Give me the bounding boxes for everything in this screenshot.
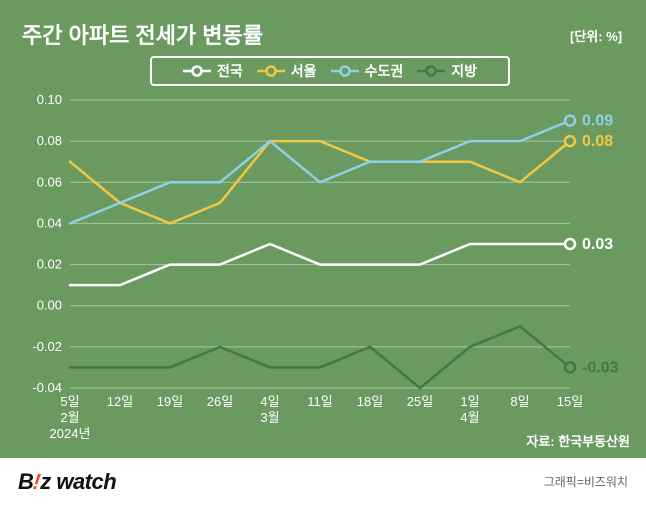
x-sub-label: 2024년 [50,426,91,441]
x-tick-label: 25일 [407,394,433,409]
graphic-credit: 그래픽=비즈워치 [544,473,628,490]
logo-part: watch [51,469,116,494]
x-tick-label: 11일 [307,394,332,409]
y-tick-label: 0.00 [37,298,62,313]
x-sub-label: 4월 [460,410,479,425]
end-marker-national [565,239,575,249]
logo-part: z [40,469,51,494]
end-marker-seoul [565,136,575,146]
y-tick-label: -0.04 [32,380,62,395]
y-tick-label: -0.02 [32,339,62,354]
y-tick-label: 0.04 [37,215,62,230]
bizwatch-logo: B!z watch [18,469,116,495]
end-label-national: 0.03 [582,236,613,253]
y-tick-label: 0.08 [37,133,62,148]
x-tick-label: 5일 [60,394,79,409]
x-tick-label: 19일 [157,394,183,409]
y-tick-label: 0.06 [37,174,62,189]
x-tick-label: 18일 [357,394,383,409]
end-label-metro: 0.09 [582,113,613,130]
x-tick-label: 15일 [557,394,583,409]
x-tick-label: 26일 [207,394,233,409]
y-tick-label: 0.10 [37,92,62,107]
y-tick-label: 0.02 [37,257,62,272]
x-sub-label: 2월 [60,410,79,425]
chart-svg: -0.04 -0.02 0.00 0.02 0.04 0.06 0.08 0.10 5일 12일 1… [0,0,646,458]
end-label-rural: -0.03 [582,359,619,376]
x-tick-label: 1일 [460,394,479,409]
x-tick-label: 8일 [510,394,529,409]
footer-bar: B!z watch 그래픽=비즈워치 [0,458,646,505]
x-tick-label: 12일 [107,394,133,409]
end-label-seoul: 0.08 [582,133,613,150]
end-marker-rural [565,362,575,372]
chart-card: 주간 아파트 전세가 변동률 [단위: %] 전국서울수도권지방 -0.04-0… [0,0,646,505]
x-tick-label: 4일 [260,394,279,409]
x-sub-label: 3월 [260,410,279,425]
series-line-rural [70,326,570,388]
chart-area: 주간 아파트 전세가 변동률 [단위: %] 전국서울수도권지방 -0.04-0… [0,0,646,458]
data-source: 자료: 한국부동산원 [526,434,630,449]
end-marker-metro [565,116,575,126]
